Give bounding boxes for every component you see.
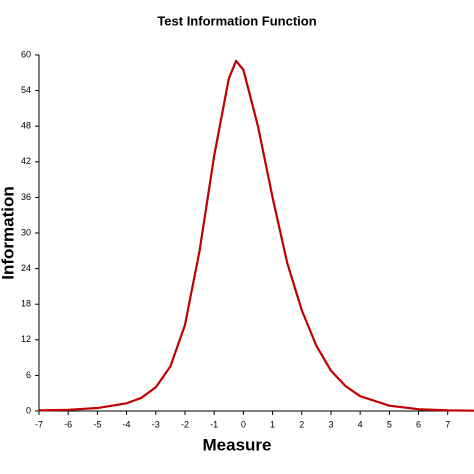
data-line (38, 59, 474, 412)
x-tick-label: 6 (416, 419, 421, 429)
x-tick-label: 3 (328, 419, 333, 429)
y-tick-label: 6 (26, 370, 31, 380)
x-tick-label: 0 (241, 419, 246, 429)
y-tick-label: 12 (21, 334, 31, 344)
y-tick-label: 54 (21, 85, 31, 95)
y-tick-label: 42 (21, 156, 31, 166)
x-tick-label: 2 (299, 419, 304, 429)
y-tick-label: 18 (21, 299, 31, 309)
x-tick-label: -1 (210, 419, 218, 429)
x-tick-label: -7 (35, 419, 43, 429)
y-tick-label: 24 (21, 263, 31, 273)
x-tick-label: 5 (387, 419, 392, 429)
x-tick-label: -4 (123, 419, 131, 429)
x-tick-label: -5 (93, 419, 101, 429)
y-tick-label: 30 (21, 227, 31, 237)
y-tick-label: 48 (21, 121, 31, 131)
x-tick-label: 1 (270, 419, 275, 429)
x-axis-label: Measure (203, 435, 272, 454)
y-tick-label: 36 (21, 192, 31, 202)
x-tick-label: 7 (445, 419, 450, 429)
y-tick-label: 60 (21, 49, 31, 59)
x-tick-label: -6 (64, 419, 72, 429)
chart-title: Test Information Function (157, 13, 316, 28)
y-axis-label: Information (0, 186, 17, 280)
x-tick-label: -2 (181, 419, 189, 429)
y-tick-label: 0 (26, 405, 31, 415)
x-tick-label: -3 (152, 419, 160, 429)
x-tick-label: 4 (358, 419, 363, 429)
